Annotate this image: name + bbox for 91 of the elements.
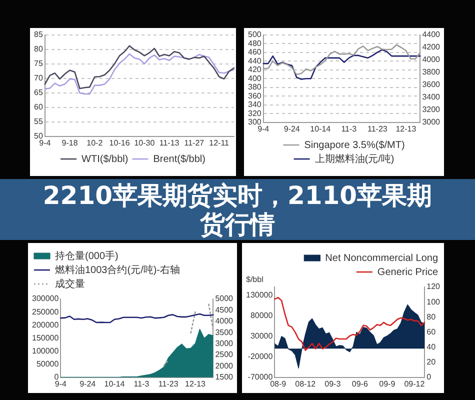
y2-tick-label: 2000 [215,361,234,370]
y-tick-label: 85 [34,30,44,40]
legend-label: Singapore 3.5%($/MT) [304,140,405,151]
y2-tick-label: 4400 [422,30,441,40]
y2-tick-label: 4000 [422,55,441,64]
y-tick-label: 80000 [250,310,274,320]
x-tick-label: 11-3 [341,124,358,134]
y2-tick-label: 3400 [422,92,441,102]
y2-tick-label: 3000 [215,339,234,348]
y-tick-label: 130000 [246,290,274,300]
y2-tick-label: 3200 [422,105,441,114]
y-tick-label: 100000 [32,346,60,356]
y2-tick-label: 2500 [215,350,234,360]
y2-tick-label: 4000 [215,316,234,326]
y-tick-label: 60 [34,102,44,112]
x-tick-label: 9-4 [39,138,52,148]
x-tick-label: 9-4 [258,124,270,134]
y-tick-label: 50000 [36,360,60,369]
x-tick-label: 9-18 [62,138,78,148]
x-tick-label: 09-9 [379,379,396,388]
x-tick-label: 08-9 [270,379,287,388]
y2-tick-label: 3500 [215,328,234,337]
x-tick-label: 10-14 [310,124,332,134]
y2-tick-label: 1500 [215,372,234,382]
y-tick-label: 440 [248,56,262,66]
y2-tick-label: 40 [426,342,436,352]
x-tick-label: 09-6 [352,379,368,388]
y2-tick-label: 4200 [422,42,441,52]
y-tick-label: 340 [248,100,262,110]
y-tick-label: 65 [34,88,44,98]
x-tick-label: 11-13 [159,138,180,148]
text: $/bbl [246,275,264,284]
x-tick-label: 11-23 [158,379,179,388]
y-tick-label: 150000 [32,333,60,342]
legend-label: 持仓量(000手) [55,250,118,262]
y-tick-label: 500 [248,30,262,40]
y-tick-label: 80 [34,44,44,54]
y2-tick-label: 3600 [422,80,441,90]
legend-label: 成交量 [55,278,85,290]
y-tick-label: 320 [248,108,262,118]
y-tick-label: 75 [34,59,44,68]
y2-tick-label: 3800 [422,68,441,77]
x-tick-label: 10-30 [134,138,156,148]
x-tick-label: 11-3 [134,379,150,388]
y-tick-label: 420 [248,65,262,74]
y-tick-label: 300 [248,118,262,127]
y-tick-label: 300000 [32,294,60,304]
y-tick-label: 400 [248,74,262,83]
x-tick-label: 10-16 [109,138,130,148]
y-tick-label: 460 [248,48,262,57]
x-tick-label: 9-4 [54,379,68,388]
y2-tick-label: 120 [426,282,441,292]
y-tick-label: 30000 [250,332,274,341]
legend-label: Generic Price [377,266,438,278]
y-tick-label: -70000 [248,372,274,382]
y2-tick-label: 5000 [215,294,234,304]
y-tick-label: 70 [34,74,44,83]
x-tick-label: 08-12 [295,379,316,388]
y2-tick-label: 0 [426,372,432,382]
x-tick-label: 09-3 [324,379,342,388]
x-tick-label: 10-2 [86,138,104,148]
legend-label: 上期燃料油(元/吨) [314,152,394,165]
x-tick-label: 11-27 [184,138,205,148]
y2-tick-label: 4500 [215,305,234,314]
x-tick-label: 09-12 [404,379,426,388]
y-tick-label: 480 [248,38,262,48]
legend-label: WTI($/bbl) [82,154,128,165]
text: 2210苹果期货实时，2110苹果期货行情 [0,180,475,238]
y2-tick-label: 100 [426,297,441,306]
y2-tick-label: 60 [426,327,436,336]
y-tick-label: 360 [248,91,262,100]
x-tick-label: 11-23 [367,124,388,134]
y2-tick-label: 20 [426,358,436,367]
y-tick-label: 200000 [32,320,60,330]
y-tick-label: 0 [54,372,60,382]
x-tick-label: 12-13 [396,124,417,134]
legend-label: Brent($/bbl) [153,154,206,165]
y-tick-label: -20000 [248,352,274,362]
x-tick-label: 12-11 [209,138,230,148]
x-tick-label: 12-13 [185,379,206,388]
legend-label: 燃料油1003合约(元/吨)-右轴 [55,264,180,276]
legend-label: Net Noncommercial Long [325,252,438,264]
y2-tick-label: 80 [426,312,436,322]
y-tick-label: 50 [34,132,44,141]
y-tick-label: 380 [248,82,262,92]
y-tick-label: 55 [34,117,44,126]
y-tick-label: 250000 [32,307,60,316]
x-tick-label: 10-14 [104,379,126,388]
y2-tick-label: 3000 [422,118,441,127]
x-tick-label: 9-24 [80,379,96,388]
x-tick-label: 9-24 [284,124,300,134]
